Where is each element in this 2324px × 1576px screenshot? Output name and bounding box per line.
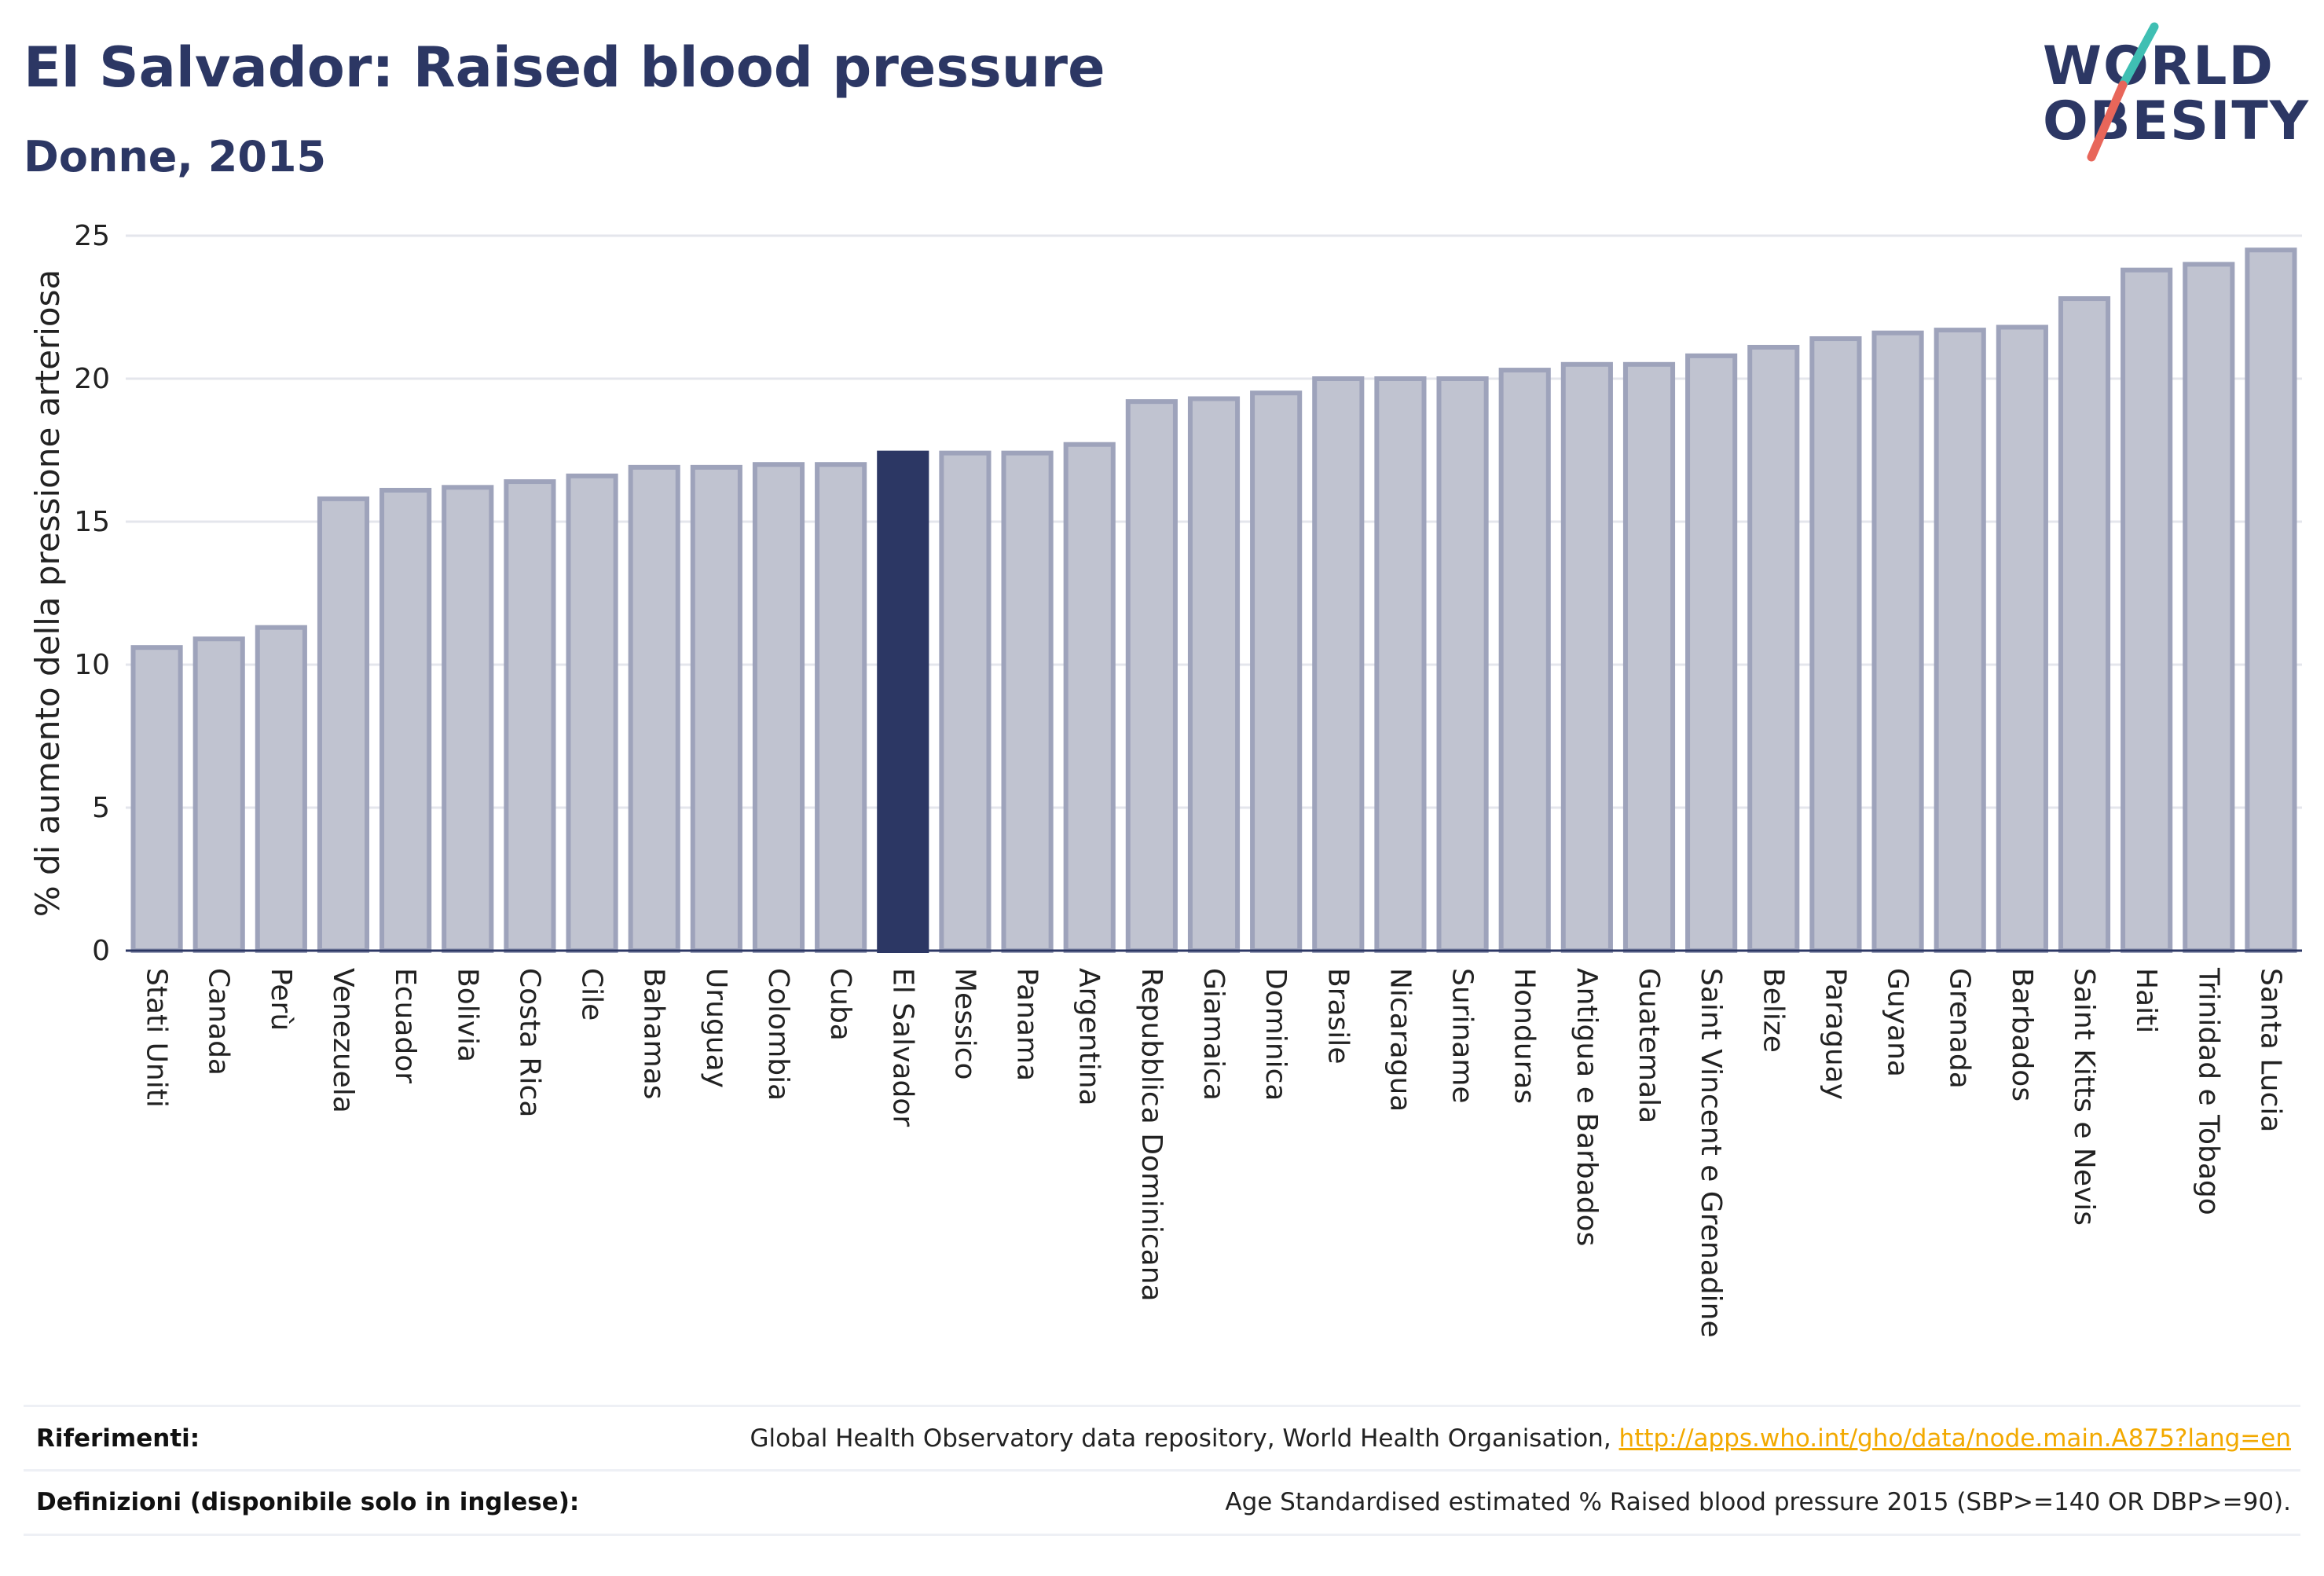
bar [628, 464, 680, 953]
bar [1374, 376, 1427, 953]
x-category-label: Guatemala [1633, 968, 1665, 1123]
bar [566, 473, 618, 953]
x-category-label: Barbados [2006, 968, 2038, 1101]
bar [690, 464, 742, 953]
references-text: Global Health Observatory data repositor… [750, 1424, 1619, 1453]
x-category-label: Giamaica [1197, 968, 1230, 1101]
x-category-label: Brasile [1321, 968, 1354, 1064]
bar [752, 462, 805, 953]
y-tick-label: 20 [74, 363, 110, 395]
x-category-label: Cile [576, 968, 608, 1021]
x-category-label: Bahamas [638, 968, 670, 1100]
x-category-label: Paraguay [1819, 968, 1851, 1100]
bar [1809, 336, 1862, 954]
bar [1685, 353, 1738, 953]
footer-divider [24, 1405, 2300, 1407]
x-category-label: Ecuador [389, 968, 421, 1083]
bar [815, 462, 867, 953]
x-category-labels: Stati Uniti Canada Perù Venezuela Ecuador Bol… [141, 967, 2287, 1338]
chart-title: El Salvador: Raised blood pressure [24, 35, 1105, 100]
bar [1871, 330, 1924, 953]
x-category-label: Stati Uniti [141, 968, 173, 1108]
bar [1747, 344, 1800, 953]
bar [317, 496, 370, 953]
bar [504, 479, 556, 954]
references-value: Global Health Observatory data repositor… [750, 1424, 2291, 1453]
footer-divider [24, 1534, 2300, 1536]
x-category-label: Messico [948, 968, 981, 1080]
bar [2058, 296, 2111, 953]
x-category-label: El Salvador [886, 968, 918, 1127]
x-category-label: Panama [1011, 968, 1043, 1081]
bar [192, 636, 245, 953]
bar [442, 485, 494, 953]
y-axis-label: % di aumento della pressione arteriosa [28, 269, 67, 917]
y-tick-label: 15 [74, 506, 110, 538]
y-tick-labels: 0 5 10 15 20 25 [74, 220, 110, 967]
chart-subtitle: Donne, 2015 [24, 132, 327, 181]
x-category-label: Belize [1757, 968, 1789, 1053]
x-category-label: Canada [203, 968, 235, 1076]
bar [939, 450, 992, 953]
definitions-value: Age Standardised estimated % Raised bloo… [1225, 1488, 2291, 1516]
x-category-label: Argentina [1073, 968, 1105, 1106]
logo-text-world: WORLD [2043, 35, 2275, 97]
x-category-label: Honduras [1508, 968, 1541, 1104]
bar [1063, 442, 1116, 954]
logo-text-obesity: OBESITY [2043, 90, 2310, 152]
references-link[interactable]: http://apps.who.int/gho/data/node.main.A… [1618, 1424, 2291, 1453]
bar [1436, 376, 1489, 953]
x-category-label: Saint Kitts e Nevis [2068, 968, 2100, 1226]
bar [1250, 390, 1303, 953]
bar [1560, 361, 1613, 954]
y-tick-label: 5 [92, 792, 110, 824]
x-category-label: Suriname [1446, 968, 1479, 1104]
y-tick-label: 10 [74, 649, 110, 681]
x-category-label: Repubblica Dominicana [1135, 968, 1167, 1302]
x-category-label: Venezuela [327, 968, 359, 1113]
x-category-label: Cuba [824, 968, 856, 1041]
x-category-label: Haiti [2130, 968, 2162, 1033]
x-category-label: Trinidad e Tobago [2192, 967, 2224, 1215]
x-category-label: Perù [265, 968, 297, 1031]
x-category-label: Antigua e Barbados [1571, 968, 1603, 1246]
bar [1125, 399, 1178, 953]
bar [379, 487, 432, 953]
footer-divider [24, 1469, 2300, 1472]
x-category-label: Nicaragua [1384, 968, 1416, 1112]
bar [1934, 328, 1986, 953]
bar [2245, 247, 2297, 953]
x-category-label: Uruguay [700, 968, 732, 1088]
y-tick-label: 0 [92, 935, 110, 967]
logo-slash-icon [2087, 22, 2159, 162]
definitions-row: Definizioni (disponibile solo in inglese… [36, 1480, 2291, 1527]
bar [1312, 376, 1365, 953]
bar-highlighted [877, 450, 929, 953]
bar [1996, 324, 2048, 954]
definitions-label: Definizioni (disponibile solo in inglese… [36, 1488, 580, 1516]
bar [2183, 262, 2235, 953]
x-category-label: Grenada [1944, 968, 1976, 1089]
bar [1001, 450, 1054, 953]
bars [130, 247, 2297, 954]
x-category-label: Guyana [1882, 968, 1914, 1077]
x-category-label: Saint Vincent e Grenadine [1695, 968, 1727, 1338]
x-category-label: Santa Lucia [2254, 968, 2286, 1132]
y-tick-label: 25 [74, 220, 110, 252]
bar-chart: 0 5 10 15 20 25 Stati Uniti Canada Perù Venezuel… [28, 220, 2302, 1338]
bar [1622, 361, 1676, 954]
references-row: Riferimenti: Global Health Observatory d… [36, 1417, 2291, 1464]
x-category-label: Bolivia [451, 968, 483, 1062]
x-category-label: Dominica [1259, 968, 1292, 1101]
bar [1498, 368, 1551, 953]
bar [1187, 396, 1241, 954]
world-obesity-logo: WORLD OBESITY [2043, 22, 2310, 171]
bar [255, 625, 307, 953]
x-category-label: Colombia [762, 968, 794, 1101]
x-category-label: Costa Rica [513, 968, 545, 1117]
references-label: Riferimenti: [36, 1424, 200, 1453]
bar [2121, 267, 2173, 954]
bar [130, 645, 183, 953]
